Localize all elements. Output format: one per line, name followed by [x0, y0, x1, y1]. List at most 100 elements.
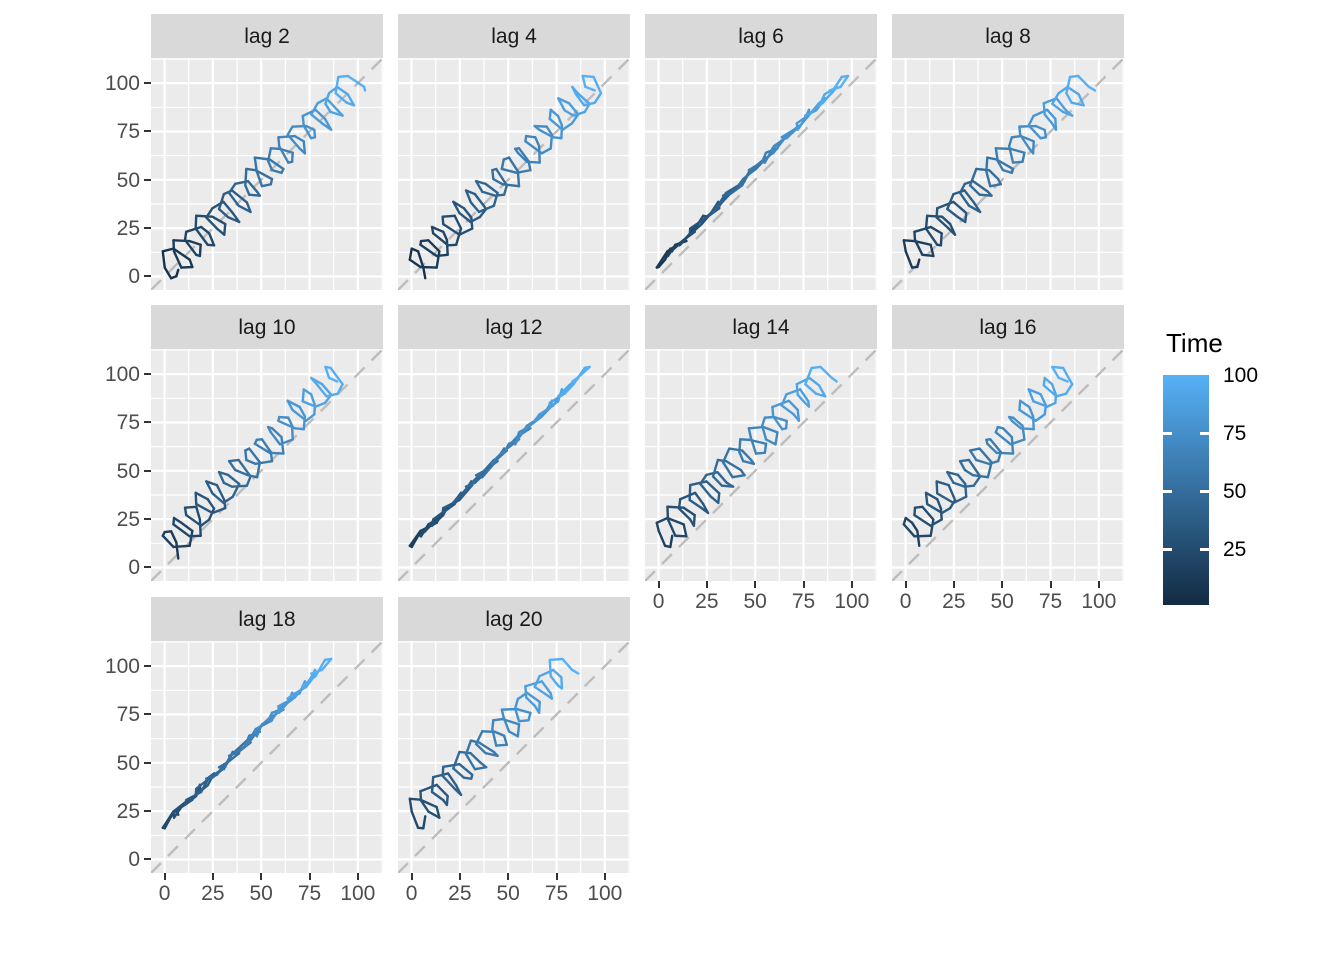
y-tick-label: 0	[128, 848, 140, 872]
facet-strip-lag-2: lag 2	[151, 14, 383, 58]
legend-title: Time	[1166, 328, 1223, 358]
x-axis-tick-mark	[603, 873, 606, 880]
facet-strip-label: lag 8	[985, 24, 1031, 48]
y-axis-tick-mark	[144, 713, 151, 716]
y-tick-label: 100	[104, 72, 140, 96]
x-axis-tick-mark	[458, 873, 461, 880]
y-axis-tick-mark	[144, 275, 151, 278]
y-axis-tick-mark	[144, 469, 151, 472]
legend-colorbar-tick	[1163, 489, 1172, 493]
panel-canvas-lag-16	[892, 349, 1124, 581]
x-axis-tick-mark	[705, 581, 708, 588]
y-tick-label: 50	[116, 168, 140, 192]
x-tick-label: 100	[834, 590, 870, 613]
panel-canvas-lag-4	[398, 58, 630, 290]
x-tick-label: 0	[405, 882, 418, 905]
x-axis-tick-mark	[657, 581, 660, 588]
legend-tick-label: 100	[1223, 364, 1259, 387]
x-tick-label: 25	[448, 882, 472, 905]
legend-colorbar-tick	[1200, 547, 1209, 551]
facet-strip-label: lag 2	[244, 24, 290, 48]
panel-canvas-lag-6	[645, 58, 877, 290]
x-tick-label: 50	[249, 882, 273, 905]
y-axis-tick-mark	[144, 421, 151, 424]
facet-strip-lag-12: lag 12	[398, 305, 630, 349]
x-tick-label: 75	[297, 882, 322, 905]
facet-strip-lag-8: lag 8	[892, 14, 1124, 58]
x-axis-tick-mark	[507, 873, 510, 880]
y-tick-label: 50	[116, 751, 140, 775]
panel-canvas-lag-12	[398, 349, 630, 581]
x-tick-label: 50	[496, 882, 520, 905]
y-tick-label: 25	[116, 800, 140, 824]
legend-colorbar-tick	[1163, 431, 1172, 435]
x-axis-tick-mark	[410, 873, 413, 880]
x-axis-tick-mark	[555, 873, 558, 880]
x-tick-label: 75	[791, 590, 816, 613]
y-tick-label: 75	[116, 411, 140, 435]
legend-tick-label: 25	[1223, 538, 1247, 562]
y-axis-tick-mark	[144, 82, 151, 85]
x-axis-tick-mark	[356, 873, 359, 880]
panel-canvas-lag-8	[892, 58, 1124, 290]
y-axis-tick-mark	[144, 130, 151, 133]
x-tick-label: 0	[158, 882, 171, 905]
facet-strip-lag-18: lag 18	[151, 597, 383, 641]
panel-canvas-lag-2	[151, 58, 383, 290]
panel-canvas-lag-10	[151, 349, 383, 581]
x-tick-label: 100	[587, 882, 623, 905]
y-tick-label: 50	[116, 459, 140, 483]
y-axis-tick-mark	[144, 178, 151, 181]
x-tick-label: 100	[340, 882, 376, 905]
x-tick-label: 25	[942, 590, 966, 613]
x-tick-label: 75	[1038, 590, 1063, 613]
facet-strip-label: lag 12	[485, 315, 543, 339]
x-tick-label: 50	[990, 590, 1014, 613]
panel-canvas-lag-14	[645, 349, 877, 581]
x-tick-label: 0	[899, 590, 912, 613]
facet-strip-label: lag 4	[491, 24, 537, 48]
y-tick-label: 25	[116, 508, 140, 532]
y-axis-tick-mark	[144, 761, 151, 764]
facet-strip-lag-4: lag 4	[398, 14, 630, 58]
x-axis-tick-mark	[1001, 581, 1004, 588]
legend-tick-label: 50	[1223, 480, 1247, 504]
facet-strip-lag-14: lag 14	[645, 305, 877, 349]
legend-tick-label: 75	[1223, 422, 1247, 446]
y-tick-label: 0	[128, 265, 140, 289]
x-tick-label: 100	[1081, 590, 1117, 613]
x-axis-tick-mark	[1097, 581, 1100, 588]
legend-colorbar-tick	[1200, 489, 1209, 493]
x-tick-label: 50	[743, 590, 767, 613]
y-tick-label: 100	[104, 363, 140, 387]
x-axis-tick-mark	[308, 873, 311, 880]
x-axis-tick-mark	[163, 873, 166, 880]
y-axis-tick-mark	[144, 810, 151, 813]
x-tick-label: 25	[201, 882, 225, 905]
x-tick-label: 75	[544, 882, 569, 905]
y-axis-tick-mark	[144, 858, 151, 861]
y-axis-tick-mark	[144, 566, 151, 569]
y-tick-label: 75	[116, 120, 140, 144]
y-axis-tick-mark	[144, 518, 151, 521]
y-axis-tick-mark	[144, 227, 151, 230]
x-axis-tick-mark	[260, 873, 263, 880]
y-tick-label: 25	[116, 217, 140, 241]
x-axis-tick-mark	[1049, 581, 1052, 588]
x-axis-tick-mark	[850, 581, 853, 588]
y-tick-label: 100	[104, 655, 140, 679]
x-tick-label: 0	[652, 590, 665, 613]
facet-strip-lag-6: lag 6	[645, 14, 877, 58]
x-tick-label: 25	[695, 590, 719, 613]
facet-strip-lag-16: lag 16	[892, 305, 1124, 349]
x-axis-tick-mark	[754, 581, 757, 588]
x-axis-tick-mark	[952, 581, 955, 588]
facet-strip-label: lag 14	[732, 315, 790, 339]
legend-colorbar-tick	[1163, 547, 1172, 551]
facet-strip-lag-10: lag 10	[151, 305, 383, 349]
y-axis-tick-mark	[144, 665, 151, 668]
facet-strip-label: lag 16	[979, 315, 1037, 339]
x-axis-tick-mark	[211, 873, 214, 880]
facet-strip-label: lag 20	[485, 607, 543, 631]
